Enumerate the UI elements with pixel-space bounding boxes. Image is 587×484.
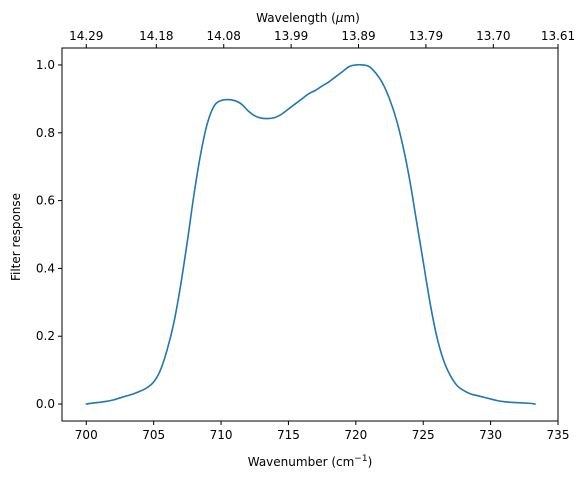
x-tick-label: 700 — [75, 428, 98, 442]
y-tick-label: 1.0 — [36, 58, 55, 72]
top-axis: 14.29 14.18 14.08 13.99 13.89 13.79 13.70 13.61 — [69, 29, 575, 48]
y-axis-title: Filter response — [9, 193, 23, 281]
top-tick-label: 13.61 — [541, 29, 575, 43]
series-layer — [85, 63, 536, 405]
x-tick-label: 735 — [547, 428, 570, 442]
top-axis-title-start: Wavelength ( — [256, 11, 336, 25]
series-line — [85, 63, 536, 405]
top-tick-label: 13.89 — [341, 29, 375, 43]
x-tick-label: 715 — [277, 428, 300, 442]
top-axis-title-end: m) — [343, 11, 359, 25]
y-tick-label: 0.8 — [36, 126, 55, 140]
y-tick-label: 0.4 — [36, 261, 55, 275]
x-axis-title: Wavenumber (cm−1) — [248, 454, 373, 469]
plot-frame — [61, 47, 559, 422]
x-tick-label: 710 — [210, 428, 233, 442]
top-axis-title-mu: μ — [335, 11, 344, 25]
top-tick-label: 14.08 — [207, 29, 241, 43]
x-axis-title-start: Wavenumber (cm — [248, 455, 355, 469]
top-axis-title: Wavelength (μm) — [256, 11, 360, 25]
y-tick-label: 0.0 — [36, 397, 55, 411]
top-tick-label: 13.70 — [476, 29, 510, 43]
top-tick-label: 13.99 — [274, 29, 308, 43]
left-axis: 0.0 0.2 0.4 0.6 0.8 1.0 — [36, 58, 62, 411]
x-tick-label: 725 — [412, 428, 435, 442]
y-tick-label: 0.2 — [36, 329, 55, 343]
bottom-axis: 700 705 710 715 720 725 730 735 — [75, 421, 570, 442]
x-tick-label: 720 — [344, 428, 367, 442]
top-tick-label: 14.29 — [69, 29, 103, 43]
y-tick-label: 0.6 — [36, 194, 55, 208]
top-tick-label: 13.79 — [409, 29, 443, 43]
x-axis-title-sup: −1 — [354, 454, 367, 464]
x-axis-title-end: ) — [368, 455, 373, 469]
top-tick-label: 14.18 — [139, 29, 173, 43]
x-tick-label: 730 — [479, 428, 502, 442]
x-tick-label: 705 — [142, 428, 165, 442]
